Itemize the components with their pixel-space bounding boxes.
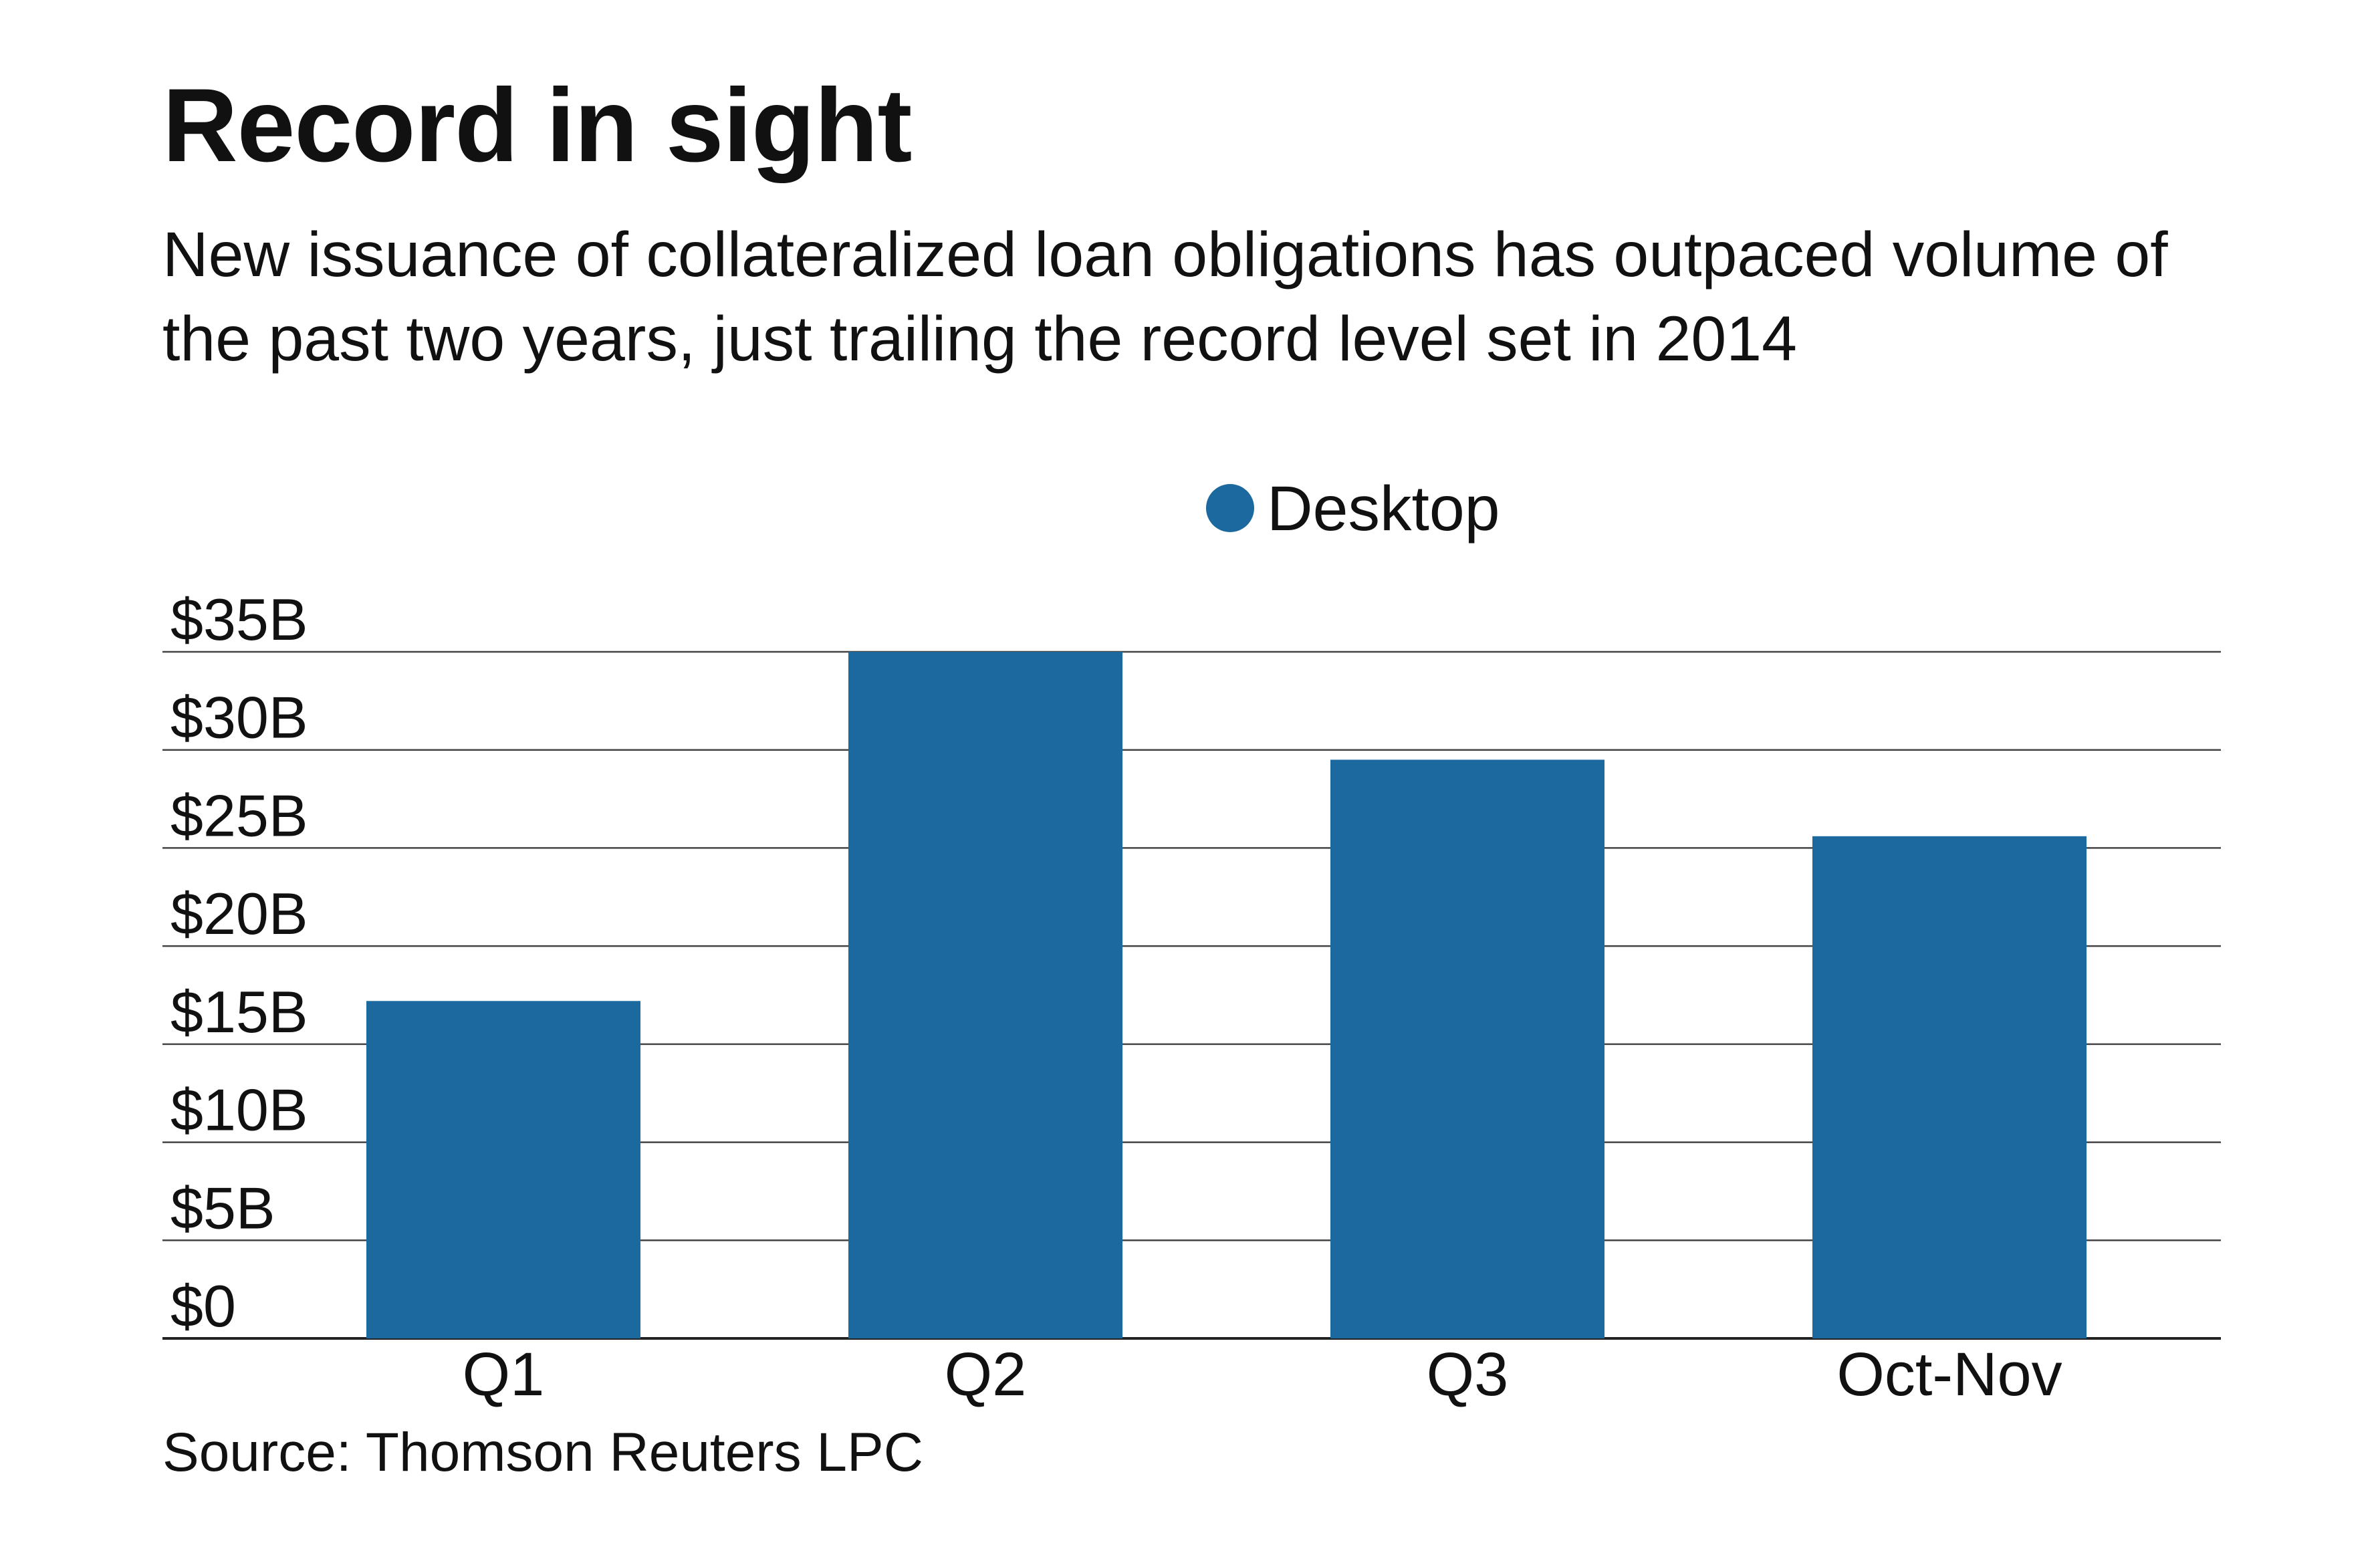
x-tick-label: Q1 [463, 1340, 545, 1409]
y-axis-tick-labels: $0 $5B $10B $15B $20B $25B $30B $35B [170, 586, 308, 1339]
bar-q1 [366, 1001, 640, 1338]
bar-q3 [1330, 759, 1604, 1338]
x-axis-tick-labels: Q1 Q2 Q3 Oct-Nov [463, 1340, 2062, 1409]
legend-label-desktop: Desktop [1267, 473, 1500, 544]
y-tick-label: $20B [170, 880, 308, 947]
bar-oct-nov [1812, 836, 2087, 1338]
legend: Desktop [1206, 473, 1500, 544]
source-note: Source: Thomson Reuters LPC [162, 1422, 923, 1483]
x-tick-label: Oct-Nov [1836, 1340, 2062, 1409]
legend-swatch-desktop [1206, 484, 1254, 532]
y-tick-label: $5B [170, 1175, 275, 1241]
chart-subtitle: New issuance of collateralized loan obli… [162, 219, 2168, 374]
y-tick-label: $30B [170, 685, 308, 751]
y-tick-label: $35B [170, 586, 308, 652]
bars [366, 652, 2087, 1338]
bar-q2 [848, 652, 1122, 1338]
y-tick-label: $25B [170, 782, 308, 848]
y-tick-label: $15B [170, 979, 308, 1045]
x-tick-label: Q2 [945, 1340, 1027, 1409]
y-tick-label: $10B [170, 1077, 308, 1143]
chart-title: Record in sight [162, 68, 912, 184]
y-tick-label: $0 [170, 1273, 236, 1339]
x-tick-label: Q3 [1427, 1340, 1509, 1409]
